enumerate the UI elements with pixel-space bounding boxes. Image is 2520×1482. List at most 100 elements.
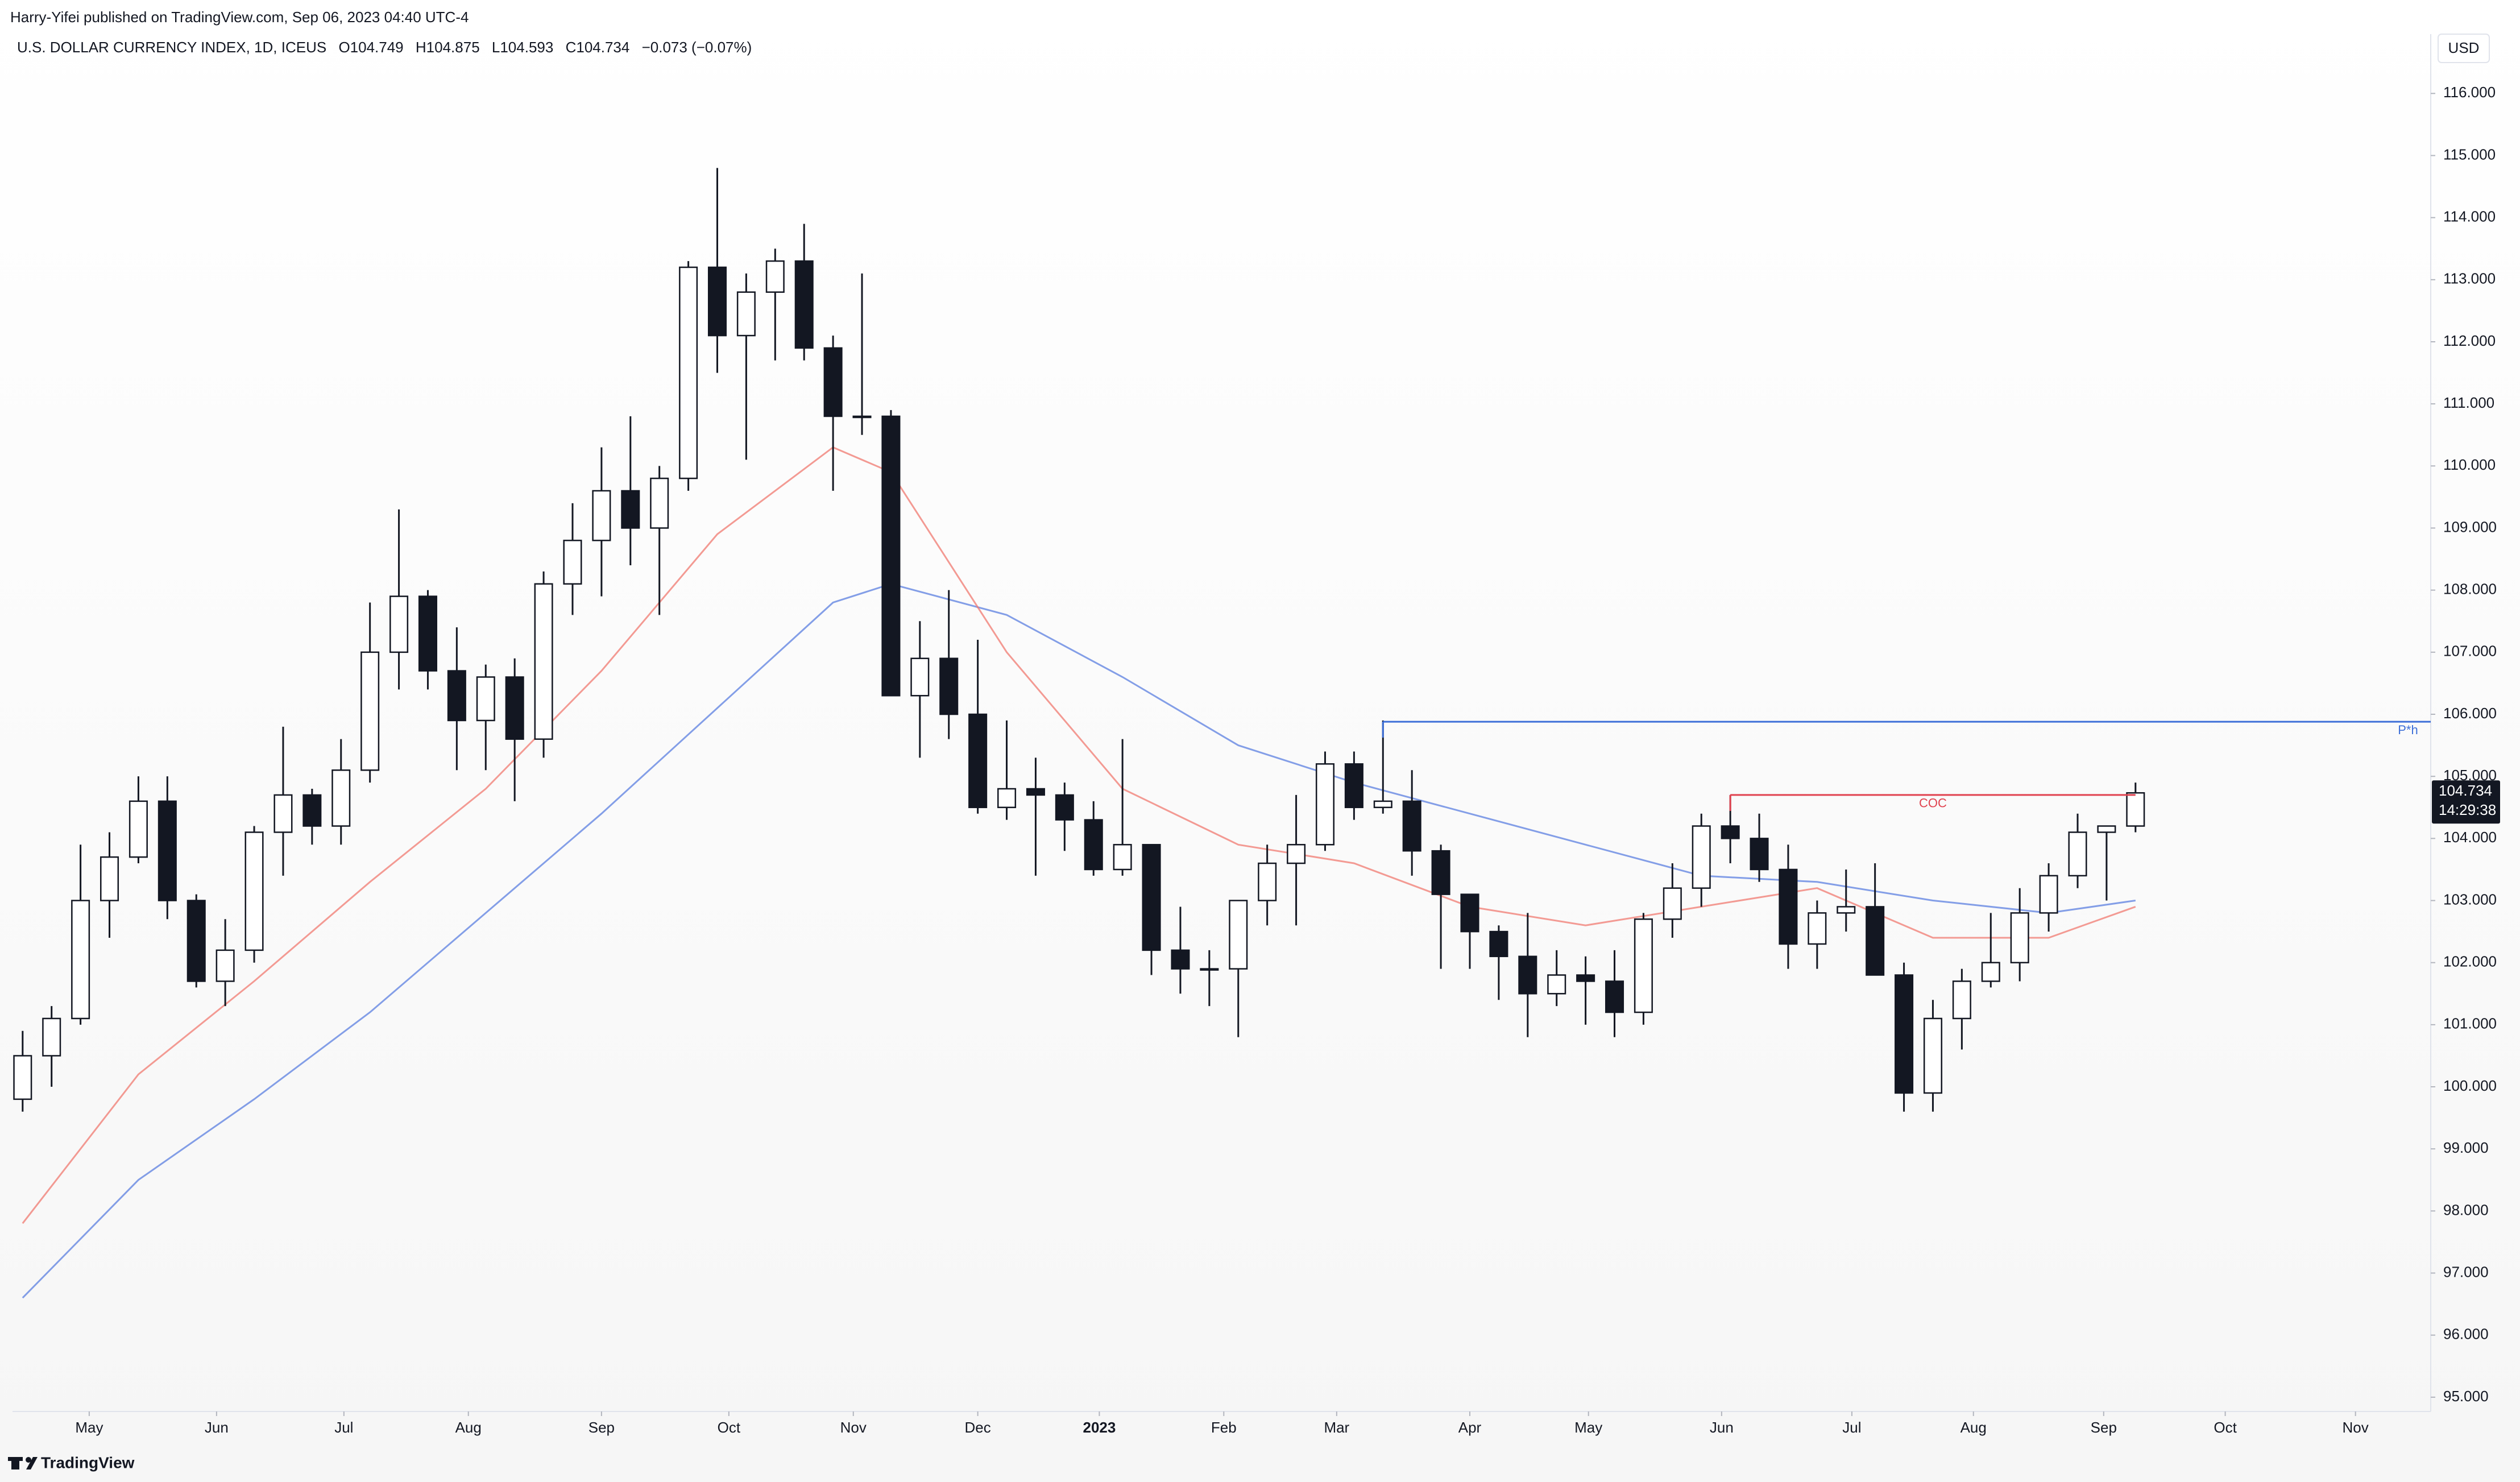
candle-body [1808, 912, 1827, 945]
candle-body [1981, 962, 2000, 982]
candle-body [881, 415, 901, 697]
candle-body [2039, 875, 2058, 914]
x-tick-label: 2023 [1083, 1419, 1116, 1436]
candle-body [1576, 974, 1595, 982]
x-tick-label: May [1574, 1419, 1602, 1436]
candle-body [852, 415, 872, 419]
candle-body [1489, 930, 1508, 958]
candle-body [100, 856, 119, 901]
candle-body [1634, 918, 1653, 1013]
candle-body [1026, 788, 1045, 796]
candle-body [1547, 974, 1566, 995]
x-tick-label: Oct [2214, 1419, 2237, 1436]
x-tick-label: Dec [965, 1419, 991, 1436]
candle-body [1055, 794, 1074, 821]
candle-body [1460, 893, 1479, 933]
currency-box[interactable] [2438, 34, 2490, 63]
y-tick-label: 103.000 [2443, 891, 2497, 908]
y-tick-label: 108.000 [2443, 581, 2497, 598]
candle-body [1142, 844, 1161, 951]
countdown: 14:29:38 [2439, 801, 2496, 818]
candle-body [1258, 862, 1277, 901]
candle-body [1315, 763, 1335, 846]
candle-body [389, 595, 409, 653]
candle-body [1344, 763, 1363, 809]
x-tick-label: Jun [1710, 1419, 1734, 1436]
candle-body [563, 540, 582, 585]
y-tick-label: 95.000 [2443, 1388, 2489, 1405]
brand: TradingView [41, 1454, 135, 1471]
y-tick-label: 110.000 [2443, 456, 2496, 473]
y-tick-label: 111.000 [2443, 394, 2494, 411]
candle-body [273, 794, 293, 833]
candle-body [679, 266, 698, 479]
candle-body [968, 713, 988, 809]
candle-body [650, 477, 669, 529]
y-tick-label: 99.000 [2443, 1139, 2489, 1156]
y-tick-label: 113.000 [2443, 270, 2496, 287]
candle-body [2097, 825, 2116, 833]
x-tick-label: Jun [205, 1419, 229, 1436]
candle-body [1431, 850, 1450, 895]
candle-body [13, 1055, 32, 1100]
candle-body [823, 347, 843, 417]
candle-body [1402, 800, 1421, 852]
candle-body [1866, 906, 1885, 976]
candle-body [1895, 974, 1914, 1094]
last-price-box [2432, 780, 2500, 824]
candle-body [765, 260, 785, 293]
candle-body [736, 291, 756, 337]
x-tick-label: Nov [840, 1419, 867, 1436]
last-price: 104.734 [2439, 782, 2492, 799]
x-tick-label: Jul [334, 1419, 353, 1436]
candle-body [42, 1017, 61, 1057]
candle-body [71, 900, 90, 1020]
y-tick-label: 106.000 [2443, 705, 2497, 722]
candle-body [158, 800, 177, 901]
legend-close: C104.734 [566, 39, 630, 56]
y-tick-label: 102.000 [2443, 953, 2497, 970]
candle-body [1750, 838, 1769, 871]
candle-body [476, 676, 495, 722]
candle-body [997, 788, 1017, 809]
title: U.S. DOLLAR CURRENCY INDEX, 1D, ICEUS [17, 39, 326, 56]
candle-body [794, 260, 814, 349]
candle-body [1779, 868, 1798, 945]
candle-body [331, 769, 351, 827]
legend: U.S. DOLLAR CURRENCY INDEX, 1D, ICEUS O1… [17, 39, 752, 56]
candle-body [2068, 831, 2087, 877]
y-tick-label: 97.000 [2443, 1263, 2489, 1280]
y-tick-label: 114.000 [2443, 208, 2496, 225]
currency[interactable]: USD [2448, 39, 2480, 56]
candle-body [302, 794, 322, 827]
candle-body [505, 676, 524, 740]
x-tick-label: Apr [1458, 1419, 1482, 1436]
moving-average [22, 583, 2136, 1299]
candle-body [1200, 968, 1219, 971]
candle-body [2010, 912, 2029, 963]
candle-body [418, 595, 437, 672]
publisher: Harry-Yifei published on TradingView.com… [10, 9, 469, 26]
candle-body [1663, 887, 1682, 920]
candle-body [1373, 800, 1392, 809]
candle-body [1518, 955, 1537, 995]
y-tick-label: 112.000 [2443, 332, 2496, 349]
candle-body [215, 949, 235, 982]
moving-average [22, 446, 2136, 1224]
y-tick-label: 107.000 [2443, 643, 2497, 660]
legend-high: H104.875 [416, 39, 480, 56]
candle-body [534, 583, 553, 740]
x-tick-label: Jul [1842, 1419, 1861, 1436]
y-tick-label: 116.000 [2443, 84, 2496, 101]
candle-body [1171, 949, 1190, 970]
y-tick-label: 115.000 [2443, 146, 2496, 163]
candle-body [910, 657, 930, 697]
candle-body [360, 651, 380, 771]
y-tick-label: 96.000 [2443, 1326, 2489, 1343]
x-tick-label: Mar [1324, 1419, 1349, 1436]
candle-body [447, 670, 466, 722]
y-tick-label: 109.000 [2443, 518, 2497, 535]
candle-body [621, 490, 640, 529]
